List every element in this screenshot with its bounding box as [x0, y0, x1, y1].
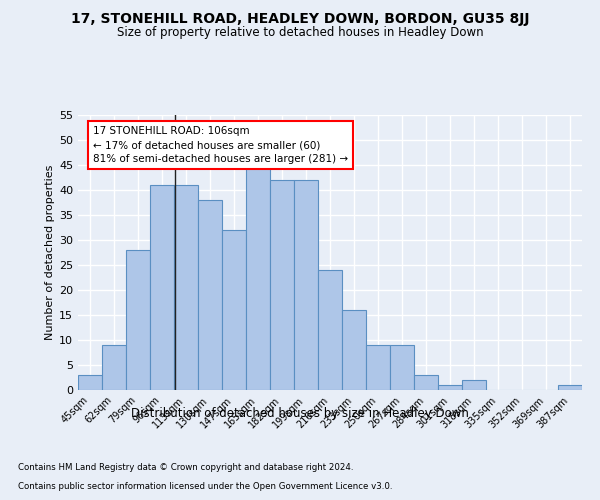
Bar: [246, 160, 270, 390]
Bar: [462, 380, 486, 390]
Bar: [102, 345, 126, 390]
Bar: [342, 310, 366, 390]
Bar: [318, 270, 342, 390]
Bar: [198, 200, 222, 390]
Bar: [222, 230, 246, 390]
Text: Distribution of detached houses by size in Headley Down: Distribution of detached houses by size …: [131, 408, 469, 420]
Bar: [126, 250, 150, 390]
Bar: [150, 185, 174, 390]
Text: Size of property relative to detached houses in Headley Down: Size of property relative to detached ho…: [116, 26, 484, 39]
Text: 17 STONEHILL ROAD: 106sqm
← 17% of detached houses are smaller (60)
81% of semi-: 17 STONEHILL ROAD: 106sqm ← 17% of detac…: [93, 126, 348, 164]
Bar: [390, 345, 414, 390]
Y-axis label: Number of detached properties: Number of detached properties: [45, 165, 55, 340]
Bar: [78, 375, 102, 390]
Text: Contains public sector information licensed under the Open Government Licence v3: Contains public sector information licen…: [18, 482, 392, 491]
Bar: [174, 185, 198, 390]
Text: Contains HM Land Registry data © Crown copyright and database right 2024.: Contains HM Land Registry data © Crown c…: [18, 464, 353, 472]
Text: 17, STONEHILL ROAD, HEADLEY DOWN, BORDON, GU35 8JJ: 17, STONEHILL ROAD, HEADLEY DOWN, BORDON…: [71, 12, 529, 26]
Bar: [558, 385, 582, 390]
Bar: [414, 375, 438, 390]
Bar: [366, 345, 390, 390]
Bar: [270, 180, 294, 390]
Bar: [294, 180, 318, 390]
Bar: [438, 385, 462, 390]
